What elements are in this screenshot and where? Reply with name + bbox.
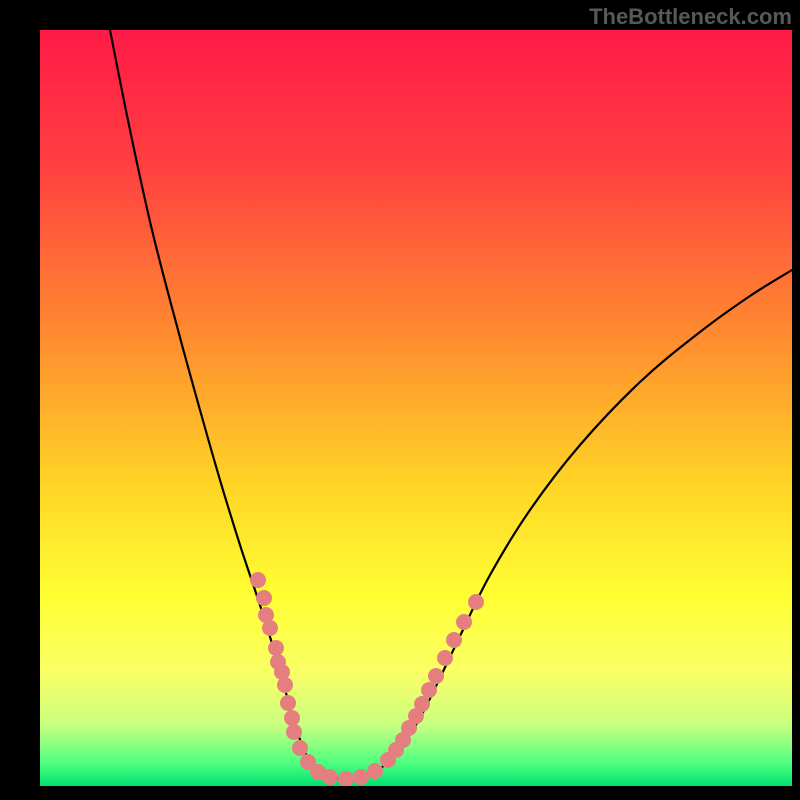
data-marker [428,668,444,684]
data-marker [353,769,369,785]
data-marker [277,677,293,693]
watermark-text: TheBottleneck.com [589,4,792,30]
data-marker [286,724,302,740]
data-marker [456,614,472,630]
data-marker [414,696,430,712]
data-marker [284,710,300,726]
data-marker [421,682,437,698]
data-marker [280,695,296,711]
data-marker [250,572,266,588]
data-marker [322,769,338,785]
plot-background [40,30,792,786]
data-marker [268,640,284,656]
data-marker [338,771,354,787]
data-marker [292,740,308,756]
data-marker [468,594,484,610]
chart-svg [0,0,800,800]
data-marker [446,632,462,648]
bottleneck-chart: TheBottleneck.com [0,0,800,800]
data-marker [256,590,272,606]
data-marker [262,620,278,636]
data-marker [367,763,383,779]
data-marker [437,650,453,666]
